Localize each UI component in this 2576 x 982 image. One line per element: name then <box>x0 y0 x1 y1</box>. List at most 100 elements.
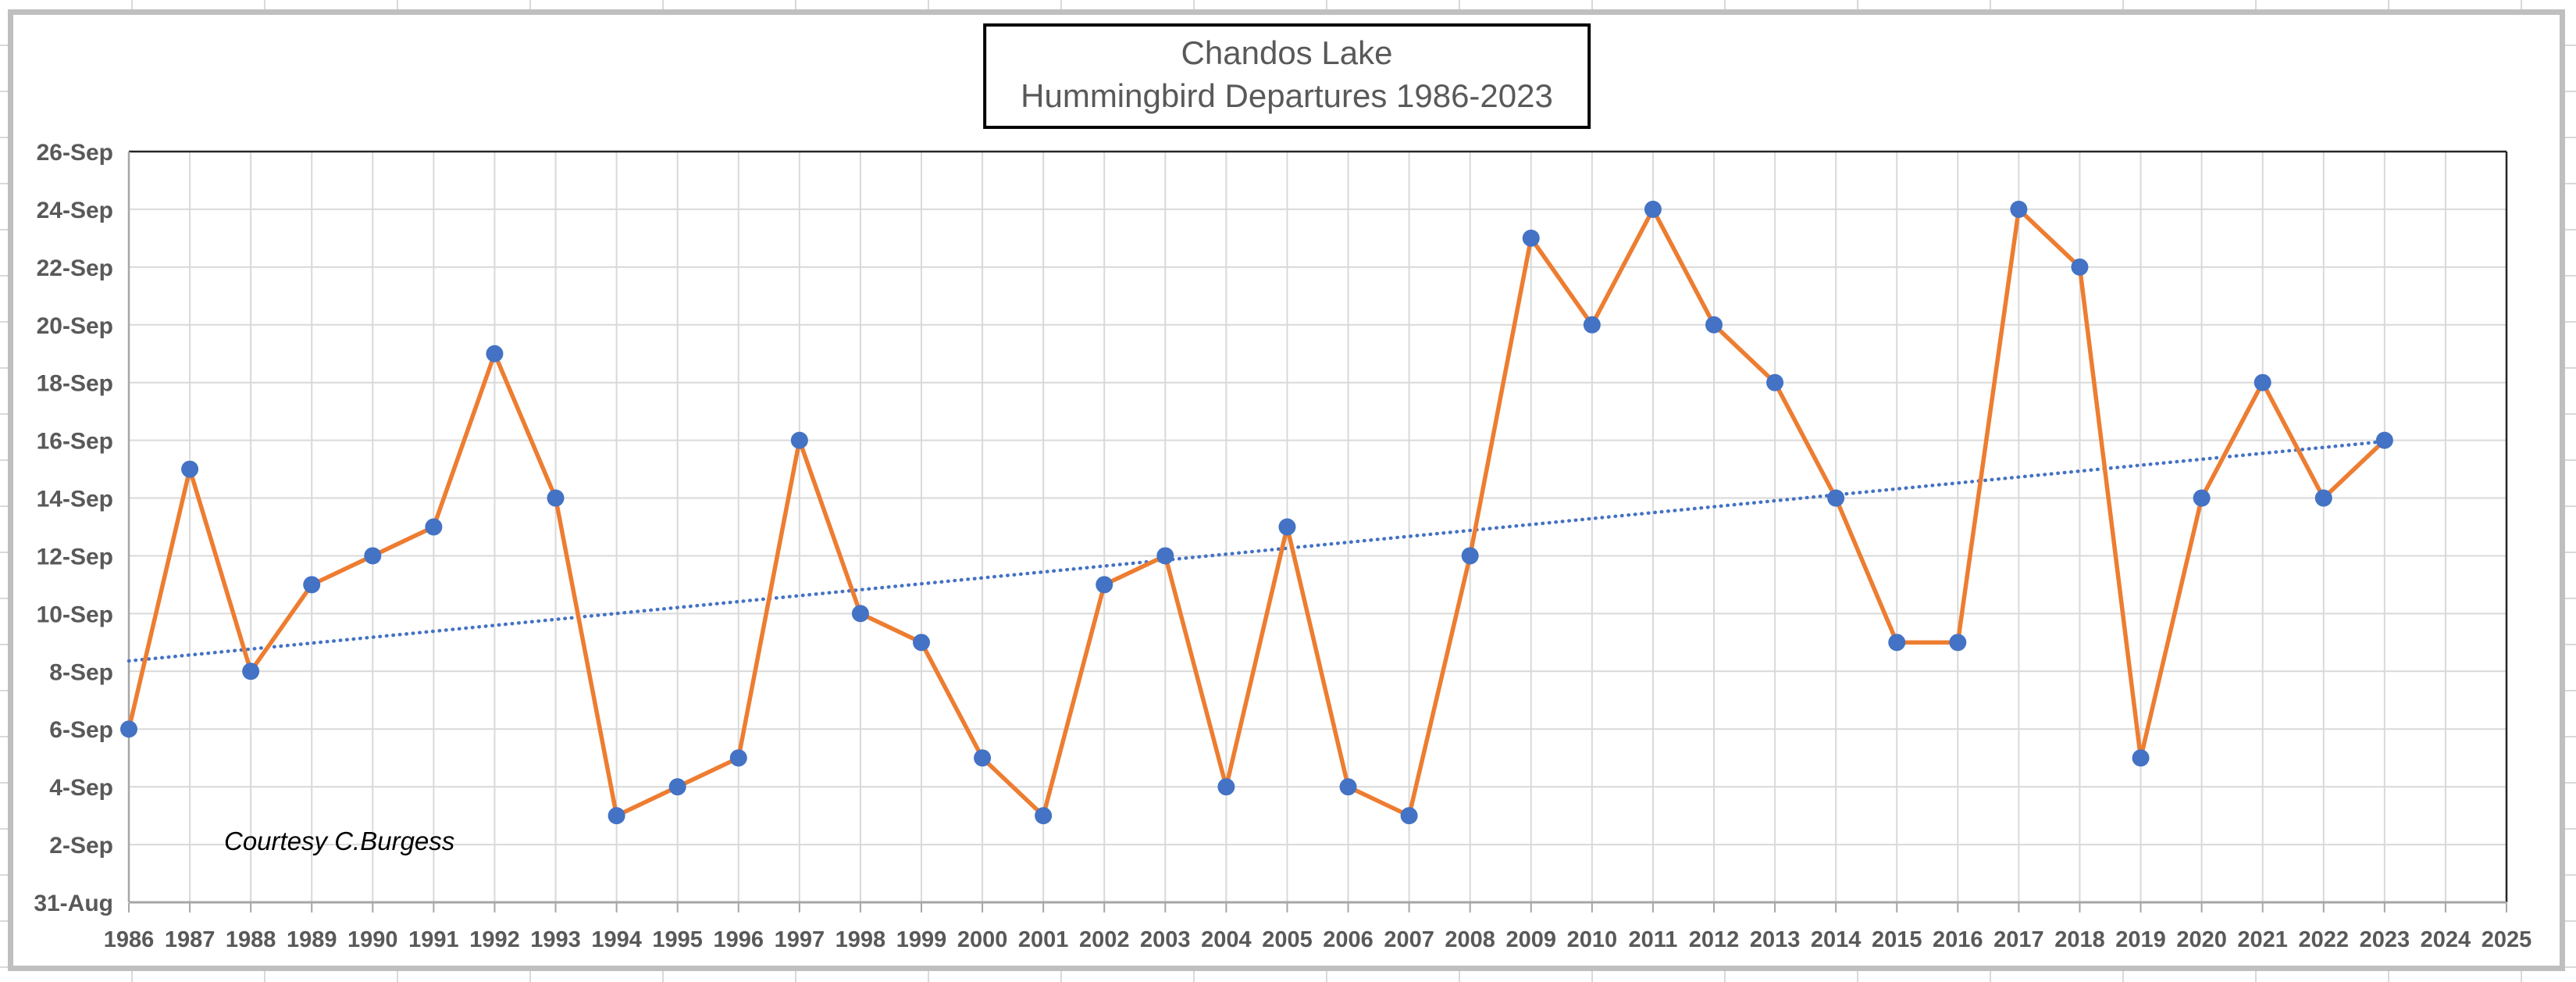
data-point-marker[interactable] <box>2132 749 2150 767</box>
data-point-marker[interactable] <box>547 489 565 507</box>
x-tick-label: 2010 <box>1567 927 1618 952</box>
chart-title-line-1: Chandos Lake <box>1181 34 1393 71</box>
data-point-marker[interactable] <box>1400 807 1418 825</box>
x-tick-label: 2011 <box>1628 927 1677 952</box>
departure-series-line[interactable] <box>126 207 2387 818</box>
data-point-marker[interactable] <box>729 749 747 767</box>
x-tick-label: 2004 <box>1201 927 1252 952</box>
y-tick-label: 24-Sep <box>37 198 113 223</box>
data-point-marker[interactable] <box>2254 373 2271 391</box>
x-tick-label: 2014 <box>1811 927 1862 952</box>
data-point-marker[interactable] <box>851 605 869 623</box>
data-point-marker[interactable] <box>2010 200 2028 218</box>
x-tick-label: 2012 <box>1689 927 1740 952</box>
data-point-marker[interactable] <box>1096 576 1113 594</box>
y-tick-label: 2-Sep <box>49 833 113 859</box>
data-point-marker[interactable] <box>607 807 625 825</box>
data-point-marker[interactable] <box>425 518 443 536</box>
data-point-marker[interactable] <box>1949 634 1967 652</box>
x-tick-label: 1994 <box>591 927 642 952</box>
trendline[interactable] <box>126 439 2387 663</box>
data-point-marker[interactable] <box>1583 316 1601 334</box>
y-tick-label: 12-Sep <box>37 544 113 570</box>
x-tick-label: 2000 <box>957 927 1008 952</box>
data-point-marker[interactable] <box>1339 778 1357 796</box>
y-tick-label: 6-Sep <box>49 717 113 743</box>
data-point-marker[interactable] <box>303 576 321 594</box>
x-tick-label: 2022 <box>2299 927 2350 952</box>
data-point-marker[interactable] <box>120 720 137 738</box>
x-tick-label: 2003 <box>1140 927 1191 952</box>
x-tick-label: 2024 <box>2421 927 2471 952</box>
data-point-marker[interactable] <box>1278 518 1296 536</box>
data-point-marker[interactable] <box>181 460 199 478</box>
y-tick-label: 18-Sep <box>37 371 113 397</box>
data-point-marker[interactable] <box>486 345 504 362</box>
x-tick-label: 2016 <box>1933 927 1983 952</box>
x-tick-label: 1989 <box>287 927 337 952</box>
data-point-marker[interactable] <box>1888 634 1906 652</box>
y-tick-label: 20-Sep <box>37 313 113 339</box>
chart-title-box[interactable]: Chandos Lake Hummingbird Departures 1986… <box>983 23 1591 129</box>
y-tick-label: 26-Sep <box>37 140 113 166</box>
x-tick-label: 2020 <box>2176 927 2227 952</box>
x-tick-label: 2021 <box>2237 927 2288 952</box>
x-tick-label: 2025 <box>2482 927 2532 952</box>
data-point-marker[interactable] <box>790 431 808 449</box>
y-tick-label: 8-Sep <box>49 659 113 685</box>
data-point-marker[interactable] <box>1644 200 1662 218</box>
y-tick-label: 4-Sep <box>49 775 113 801</box>
x-tick-label: 2008 <box>1445 927 1495 952</box>
x-tick-label: 1986 <box>104 927 155 952</box>
x-tick-label: 2013 <box>1750 927 1801 952</box>
courtesy-annotation[interactable]: Courtesy C.Burgess <box>224 827 455 855</box>
x-tick-label: 2002 <box>1079 927 1130 952</box>
x-tick-label: 1988 <box>226 927 276 952</box>
x-tick-label: 2001 <box>1018 927 1069 952</box>
data-point-marker[interactable] <box>2314 489 2332 507</box>
x-tick-label: 2019 <box>2115 927 2166 952</box>
data-point-marker[interactable] <box>242 662 260 680</box>
x-tick-label: 2015 <box>1872 927 1922 952</box>
data-point-marker[interactable] <box>2071 258 2089 276</box>
data-point-marker[interactable] <box>1217 778 1235 796</box>
chart-title-line-2: Hummingbird Departures 1986-2023 <box>1021 77 1553 115</box>
x-tick-label: 1999 <box>896 927 947 952</box>
x-tick-label: 1996 <box>714 927 764 952</box>
x-tick-label: 1993 <box>530 927 581 952</box>
y-tick-label: 16-Sep <box>37 429 113 455</box>
y-tick-label: 14-Sep <box>37 487 113 512</box>
x-tick-label: 2018 <box>2054 927 2105 952</box>
data-point-marker[interactable] <box>1522 229 1540 247</box>
x-tick-label: 1990 <box>347 927 398 952</box>
x-tick-label: 1998 <box>836 927 886 952</box>
x-tick-label: 2023 <box>2360 927 2410 952</box>
x-tick-label: 2007 <box>1384 927 1434 952</box>
data-point-marker[interactable] <box>974 749 992 767</box>
data-point-marker[interactable] <box>1461 547 1479 565</box>
data-point-marker[interactable] <box>1827 489 1845 507</box>
x-tick-label: 1995 <box>652 927 703 952</box>
data-point-marker[interactable] <box>2193 489 2211 507</box>
data-point-marker[interactable] <box>364 547 382 565</box>
data-point-marker[interactable] <box>1156 547 1174 565</box>
data-point-marker[interactable] <box>913 634 930 652</box>
x-tick-label: 1997 <box>775 927 825 952</box>
y-tick-label: 31-Aug <box>34 891 113 916</box>
x-tick-label: 1987 <box>165 927 216 952</box>
data-point-marker[interactable] <box>668 778 686 796</box>
x-tick-label: 1991 <box>408 927 459 952</box>
x-tick-label: 2009 <box>1506 927 1557 952</box>
x-tick-label: 2005 <box>1262 927 1313 952</box>
data-point-marker[interactable] <box>2375 431 2393 449</box>
data-point-marker[interactable] <box>1766 373 1784 391</box>
x-tick-label: 2017 <box>1993 927 2044 952</box>
y-tick-label: 10-Sep <box>37 602 113 627</box>
x-tick-label: 2006 <box>1323 927 1374 952</box>
data-point-marker[interactable] <box>1705 316 1723 334</box>
data-point-marker[interactable] <box>1035 807 1053 825</box>
y-tick-label: 22-Sep <box>37 255 113 281</box>
x-tick-label: 1992 <box>469 927 520 952</box>
